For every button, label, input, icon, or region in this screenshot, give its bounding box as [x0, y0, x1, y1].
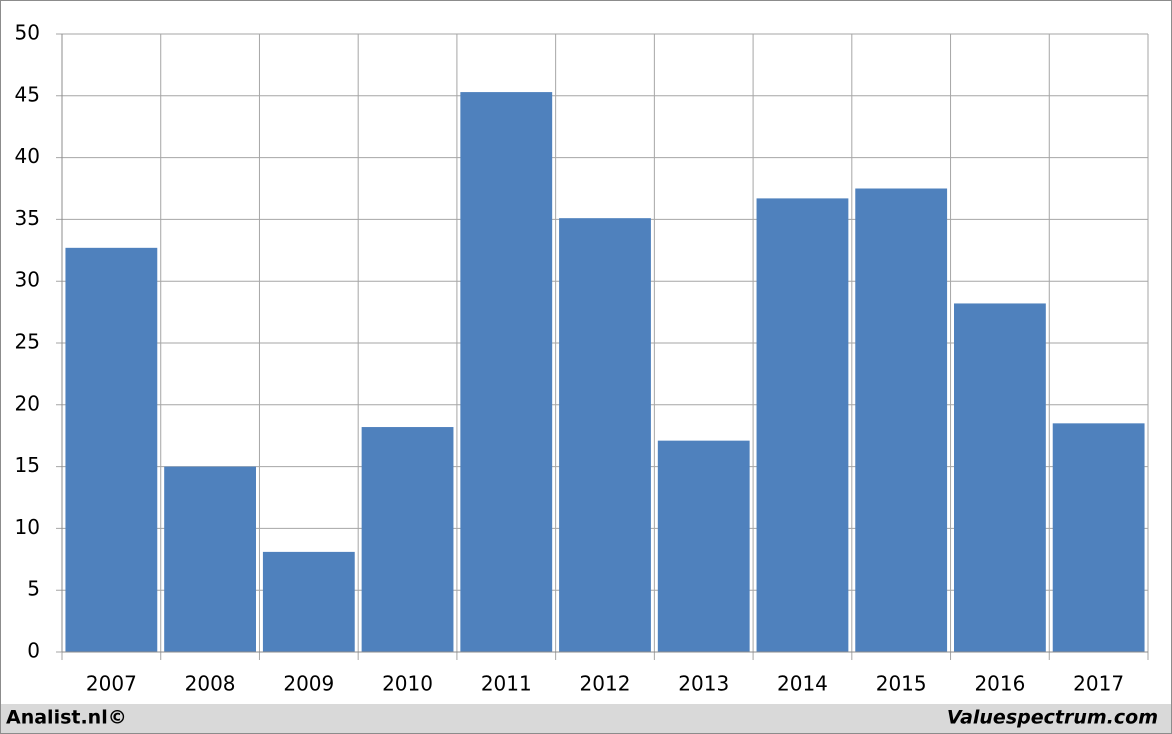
- y-tick-label: 15: [15, 453, 40, 477]
- y-tick-label: 40: [15, 144, 40, 168]
- x-tick-label: 2016: [974, 672, 1025, 696]
- x-tick-label: 2009: [283, 672, 334, 696]
- bar: [855, 188, 948, 652]
- x-tick-label: 2007: [86, 672, 137, 696]
- bar: [460, 92, 553, 653]
- y-tick-label: 35: [15, 206, 40, 230]
- y-tick-label: 10: [15, 515, 40, 539]
- bar: [65, 247, 158, 652]
- y-tick-label: 45: [15, 82, 40, 106]
- bar: [1052, 423, 1145, 652]
- y-tick-label: 50: [15, 21, 40, 45]
- x-tick-label: 2017: [1073, 672, 1124, 696]
- bar: [756, 198, 849, 652]
- bar: [164, 466, 256, 652]
- y-tick-label: 25: [15, 330, 40, 354]
- bar: [262, 551, 355, 652]
- bar: [559, 218, 651, 652]
- x-tick-label: 2010: [382, 672, 433, 696]
- x-tick-label: 2013: [678, 672, 729, 696]
- y-tick-label: 20: [15, 391, 40, 415]
- source-left: Analist.nl©: [6, 707, 127, 729]
- source-right: Valuespectrum.com: [947, 707, 1158, 729]
- footer-band: [1, 704, 1171, 733]
- x-tick-label: 2008: [185, 672, 236, 696]
- x-tick-label: 2014: [777, 672, 828, 696]
- y-tick-label: 0: [27, 639, 40, 663]
- x-tick-label: 2015: [876, 672, 927, 696]
- bar: [954, 303, 1046, 652]
- x-tick-label: 2012: [580, 672, 631, 696]
- x-tick-label: 2011: [481, 672, 532, 696]
- bar: [361, 427, 454, 652]
- bar: [657, 440, 750, 652]
- y-tick-label: 30: [15, 268, 40, 292]
- y-tick-label: 5: [27, 577, 40, 601]
